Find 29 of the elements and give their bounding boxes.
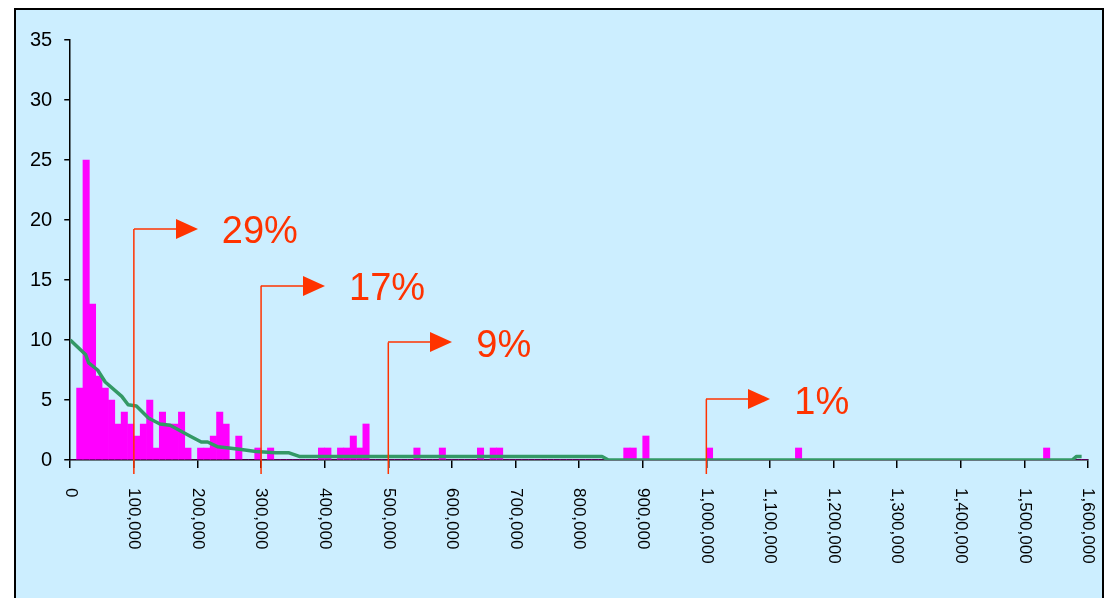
y-tick-label: 30 bbox=[30, 87, 53, 110]
annotation: 17% bbox=[349, 266, 426, 309]
y-tick-label: 10 bbox=[30, 327, 53, 350]
x-tick-label: 300,000 bbox=[252, 488, 272, 550]
x-tick-label: 700,000 bbox=[506, 488, 526, 550]
x-tick-label: 1,300,000 bbox=[888, 488, 908, 564]
x-tick-label: 1,600,000 bbox=[1079, 488, 1099, 564]
annotation: 29% bbox=[221, 209, 298, 252]
y-tick-label: 0 bbox=[41, 447, 53, 470]
x-tick-label: 900,000 bbox=[634, 488, 654, 550]
x-tick-label: 1,200,000 bbox=[824, 488, 844, 564]
y-tick-label: 15 bbox=[30, 267, 53, 290]
x-tick-label: 1,000,000 bbox=[697, 488, 717, 564]
x-tick-label: 1,100,000 bbox=[761, 488, 781, 564]
annotation: 1% bbox=[794, 379, 850, 422]
x-tick-label: 600,000 bbox=[443, 488, 463, 550]
x-tick-label: 500,000 bbox=[379, 488, 399, 550]
x-tick-label: 1,400,000 bbox=[952, 488, 972, 564]
x-tick-label: 400,000 bbox=[316, 488, 335, 550]
x-tick-label: 200,000 bbox=[188, 488, 208, 550]
x-tick-label: 100,000 bbox=[125, 488, 145, 550]
x-tick-label: 800,000 bbox=[570, 488, 590, 550]
y-tick-label: 20 bbox=[30, 207, 53, 230]
y-tick-label: 25 bbox=[30, 147, 53, 170]
x-tick-label: 1,500,000 bbox=[1015, 488, 1035, 564]
x-tick-label: 0 bbox=[61, 488, 81, 498]
annotation: 9% bbox=[476, 322, 532, 365]
y-tick-label: 35 bbox=[30, 27, 53, 50]
y-tick-label: 5 bbox=[41, 387, 53, 410]
